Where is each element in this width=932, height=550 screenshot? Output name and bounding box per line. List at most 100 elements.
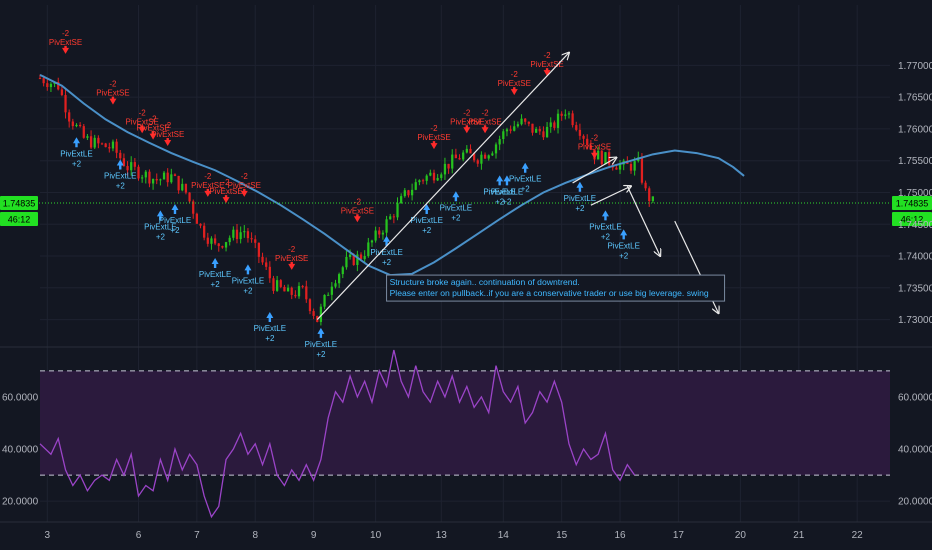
candle-body xyxy=(505,129,509,132)
signal-label: PivExtSE xyxy=(530,60,563,69)
long-arrow-icon xyxy=(383,235,391,246)
candle-body xyxy=(257,242,261,257)
candle-body xyxy=(203,225,206,238)
candle-body xyxy=(640,157,644,183)
long-arrow-icon xyxy=(576,181,584,192)
candle-body xyxy=(100,143,104,145)
candle-body xyxy=(516,124,520,127)
signal-qty: +2 xyxy=(211,280,221,289)
candle-body xyxy=(144,171,147,178)
candle-body xyxy=(210,238,213,244)
candle-body xyxy=(290,287,293,295)
signal-qty: +2 xyxy=(521,185,531,194)
signal-label: PivExtLE xyxy=(589,222,621,231)
candle-body xyxy=(436,177,439,181)
signal-label: PivExtSE xyxy=(136,124,169,133)
axes: 1.77000 1.76500 1.76000 1.75500 1.75000 1.745… xyxy=(0,61,932,541)
candle-body xyxy=(469,148,472,154)
candle-body xyxy=(538,128,541,132)
trendline[interactable] xyxy=(316,53,569,320)
candle-body xyxy=(46,83,49,88)
oscillator-line xyxy=(39,349,636,519)
candle-body xyxy=(487,155,490,159)
long-arrow-icon xyxy=(171,204,179,215)
candle-body xyxy=(173,174,177,176)
candle-body xyxy=(155,179,158,181)
long-arrow-icon xyxy=(601,210,609,221)
short-arrow-icon xyxy=(109,96,117,105)
candle-body xyxy=(575,125,578,130)
signal-qty: +2 xyxy=(170,226,180,235)
trendline[interactable] xyxy=(626,185,660,256)
note-box[interactable] xyxy=(386,274,726,302)
candle-body xyxy=(228,237,231,243)
signal-label: PivExtSE xyxy=(275,254,308,263)
candles xyxy=(38,74,655,326)
candle-body xyxy=(148,171,151,184)
annotation-note[interactable]: Structure broke again.. continuation of … xyxy=(386,274,726,302)
time-tick-label: 13 xyxy=(436,530,448,541)
signal-qty: -2 xyxy=(463,108,471,117)
short-arrow-icon xyxy=(591,150,599,159)
candle-body xyxy=(232,229,235,238)
candle-body xyxy=(524,118,527,122)
candle-body xyxy=(629,163,633,171)
candle-body xyxy=(297,286,301,297)
candle-body xyxy=(137,166,140,179)
moving-average xyxy=(39,74,745,277)
signal-qty: +2 xyxy=(619,251,629,260)
candle-body xyxy=(49,83,53,88)
signal-qty: -2 xyxy=(511,70,519,79)
candle-body xyxy=(396,203,399,218)
signal-qty: +2 xyxy=(382,258,392,267)
candle-body xyxy=(166,172,169,183)
time-tick-label: 6 xyxy=(136,530,142,541)
time-tick-label: 22 xyxy=(852,530,864,541)
signal-qty: -2 xyxy=(241,172,249,181)
signal-qty: -2 xyxy=(222,178,230,187)
candle-body xyxy=(567,113,571,115)
price-tick-label: 1.73000 xyxy=(898,315,932,326)
long-arrow-icon xyxy=(72,137,80,148)
signal-qty: -2 xyxy=(591,134,599,143)
oscillator-band-fill xyxy=(40,370,890,476)
signal-label: PivExtSE xyxy=(468,117,501,126)
candle-body xyxy=(483,154,487,159)
candle-body xyxy=(400,196,403,204)
candle-body xyxy=(462,152,465,160)
candle-body xyxy=(294,294,297,297)
candle-body xyxy=(221,246,224,248)
candle-body xyxy=(571,113,574,126)
candle-body xyxy=(279,280,282,287)
signal-label: PivExtSE xyxy=(49,38,82,47)
candle-body xyxy=(480,154,483,164)
trendlines[interactable] xyxy=(316,53,718,320)
candle-body xyxy=(633,161,636,171)
time-tick-label: 21 xyxy=(793,530,805,541)
osc-tick-label-right: 20.0000 xyxy=(898,497,932,508)
trendline[interactable] xyxy=(590,186,631,206)
short-arrow-icon xyxy=(138,125,146,134)
candle-body xyxy=(531,123,534,133)
candle-body xyxy=(206,237,209,244)
candle-body xyxy=(359,254,363,260)
signals: -2PivExtSEPivExtLE+2-2PivExtSEPivExtLE+2… xyxy=(49,29,640,359)
time-tick-label: 8 xyxy=(252,530,258,541)
candle-body xyxy=(239,232,242,240)
signal-qty: +2 xyxy=(265,334,275,343)
signal-qty: -2 xyxy=(544,51,552,60)
candle-body xyxy=(454,154,458,159)
time-tick-label: 17 xyxy=(673,530,685,541)
signal-qty: +2 xyxy=(316,350,326,359)
candle-body xyxy=(553,122,556,128)
signal-qty: +2 xyxy=(243,286,253,295)
time-tick-label: 9 xyxy=(311,530,317,541)
current-price-line: 1.74835 46:12 1.74835 46:12 xyxy=(0,195,932,226)
candle-body xyxy=(385,219,388,233)
candle-body xyxy=(378,230,381,235)
signal-label: PivExtLE xyxy=(607,241,639,250)
trendline[interactable] xyxy=(572,158,617,184)
long-arrow-icon xyxy=(156,210,164,221)
price-tick-label: 1.76000 xyxy=(898,124,932,135)
